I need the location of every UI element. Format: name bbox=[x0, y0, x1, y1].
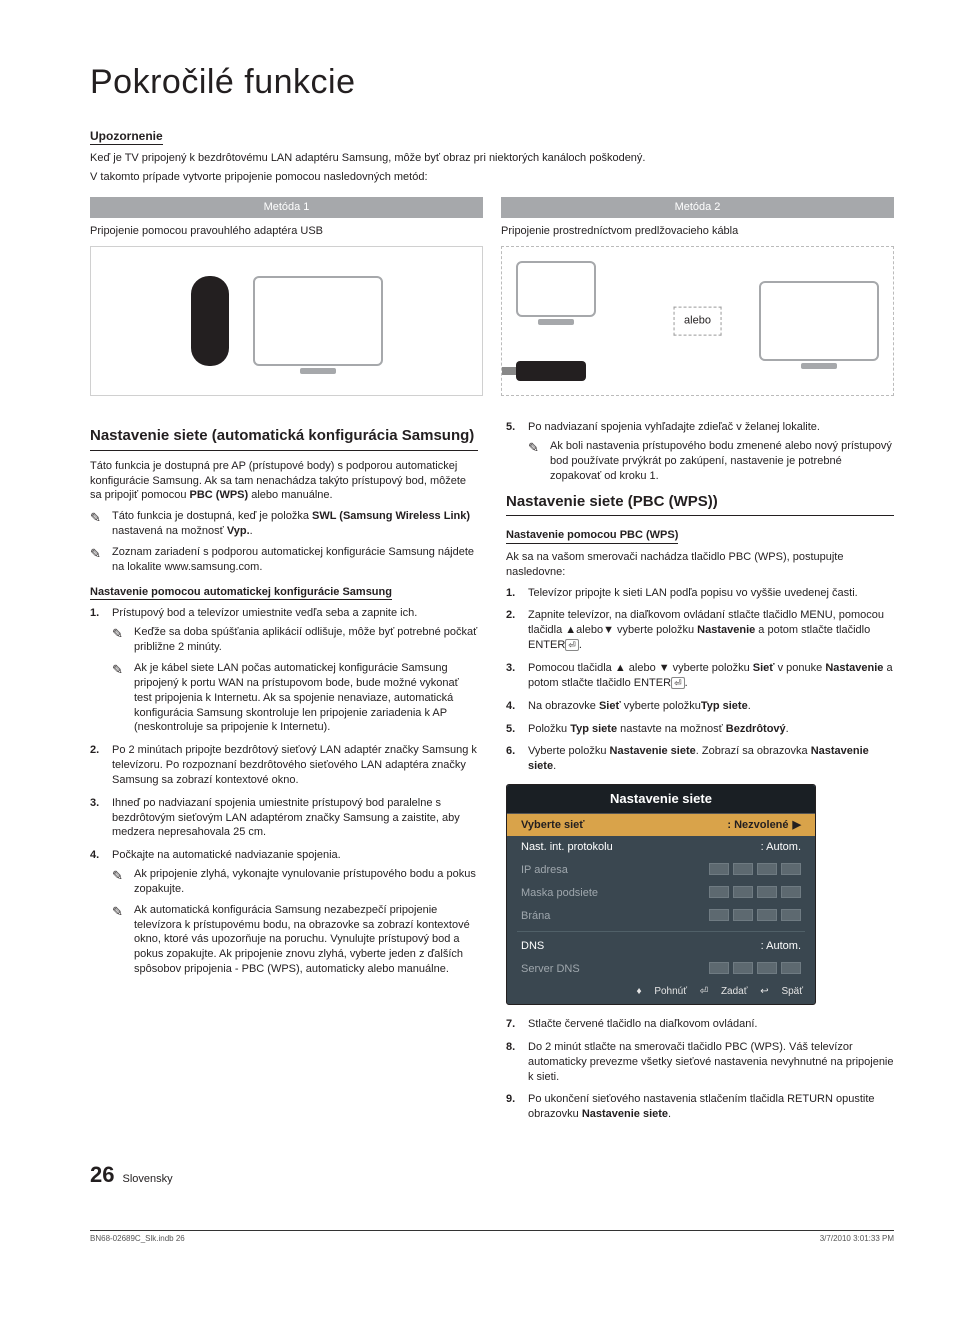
method-1: Metóda 1 Pripojenie pomocou pravouhlého … bbox=[90, 197, 483, 397]
methods-row: Metóda 1 Pripojenie pomocou pravouhlého … bbox=[90, 197, 894, 397]
right-steps-bottom: Stlačte červené tlačidlo na diaľkovom ov… bbox=[506, 1017, 894, 1122]
page-language: Slovensky bbox=[122, 1172, 172, 1187]
page-number: 26 bbox=[90, 1160, 114, 1190]
ip-field bbox=[709, 962, 801, 977]
enter-icon: ⏎ bbox=[565, 639, 579, 651]
ip-field bbox=[709, 886, 801, 901]
left-subheading: Nastavenie pomocou automatickej konfigur… bbox=[90, 585, 392, 601]
note: Zoznam zariadení s podporou automatickej… bbox=[90, 545, 478, 575]
enter-icon: ⏎ bbox=[671, 677, 685, 689]
row-label: Server DNS bbox=[521, 962, 580, 977]
step-3: Ihneď po nadviazaní spojenia umiestnite … bbox=[90, 796, 478, 841]
method-1-sub: Pripojenie pomocou pravouhlého adaptéra … bbox=[90, 224, 483, 239]
page-title: Pokročilé funkcie bbox=[90, 60, 894, 106]
print-timestamp: 3/7/2010 3:01:33 PM bbox=[820, 1234, 894, 1245]
or-label: alebo bbox=[673, 307, 722, 336]
method-2-sub: Pripojenie prostredníctvom predlžovacieh… bbox=[501, 224, 894, 239]
row-value: : Nezvolené bbox=[727, 818, 788, 833]
row-value: : Autom. bbox=[761, 939, 801, 954]
network-settings-panel: Nastavenie siete Vyberte sieť : Nezvolen… bbox=[506, 784, 816, 1005]
print-footer: BN68-02689C_Slk.indb 26 3/7/2010 3:01:33… bbox=[90, 1230, 894, 1245]
panel-row-gateway: Brána bbox=[507, 905, 815, 928]
row-label: Maska podsiete bbox=[521, 886, 598, 901]
adapter-icon bbox=[191, 276, 229, 366]
method-1-diagram bbox=[90, 246, 483, 396]
tv-icon bbox=[253, 276, 383, 366]
pbc-step-4: Na obrazovke Sieť vyberte položkuTyp sie… bbox=[506, 699, 894, 714]
step-1: Prístupový bod a televízor umiestnite ve… bbox=[90, 606, 478, 735]
pbc-step-2: Zapnite televízor, na diaľkovom ovládaní… bbox=[506, 608, 894, 653]
right-section-title: Nastavenie siete (PBC (WPS)) bbox=[506, 492, 894, 516]
pbc-step-5: Položku Typ siete nastavte na možnosť Be… bbox=[506, 722, 894, 737]
note: Ak boli nastavenia prístupového bodu zme… bbox=[528, 439, 894, 484]
print-file: BN68-02689C_Slk.indb 26 bbox=[90, 1234, 185, 1245]
step-2: Po 2 minútach pripojte bezdrôtový sieťov… bbox=[90, 743, 478, 788]
panel-row-protocol[interactable]: Nast. int. protokolu : Autom. bbox=[507, 836, 815, 859]
panel-footer: ♦ Pohnúť ⏎ Zadať ↩ Späť bbox=[507, 981, 815, 999]
usb-dongle-icon bbox=[516, 361, 586, 381]
note: Ak je kábel siete LAN počas automatickej… bbox=[112, 661, 478, 735]
chevron-right-icon: ▶ bbox=[793, 818, 801, 833]
pbc-step-3: Pomocou tlačidla ▲ alebo ▼ vyberte polož… bbox=[506, 661, 894, 691]
note: Ak pripojenie zlyhá, vykonajte vynulovan… bbox=[112, 867, 478, 897]
pbc-step-7: Stlačte červené tlačidlo na diaľkovom ov… bbox=[506, 1017, 894, 1032]
right-intro: Ak sa na vašom smerovači nachádza tlačid… bbox=[506, 550, 894, 580]
notice-block: Upozornenie Keď je TV pripojený k bezdrô… bbox=[90, 128, 894, 185]
ip-field bbox=[709, 863, 801, 878]
row-label: IP adresa bbox=[521, 863, 568, 878]
row-value: : Autom. bbox=[761, 840, 801, 855]
right-subheading: Nastavenie pomocou PBC (WPS) bbox=[506, 528, 678, 544]
panel-divider bbox=[517, 931, 805, 932]
right-steps-top: Po nadviazaní spojenia vyhľadajte zdieľa… bbox=[506, 420, 894, 483]
page-footer: 26 Slovensky bbox=[90, 1160, 894, 1190]
move-hint: ♦ Pohnúť bbox=[636, 986, 687, 997]
panel-row-server-dns: Server DNS bbox=[507, 958, 815, 981]
tv-icon bbox=[516, 261, 596, 317]
pbc-step-6: Vyberte položku Nastavenie siete. Zobraz… bbox=[506, 744, 894, 774]
left-intro: Táto funkcia je dostupná pre AP (prístup… bbox=[90, 459, 478, 504]
panel-row-select-network[interactable]: Vyberte sieť : Nezvolené ▶ bbox=[507, 814, 815, 837]
panel-title: Nastavenie siete bbox=[507, 785, 815, 814]
row-label: Vyberte sieť bbox=[521, 818, 585, 833]
notice-line: V takomto prípade vytvorte pripojenie po… bbox=[90, 170, 894, 185]
note: Ak automatická konfigurácia Samsung neza… bbox=[112, 903, 478, 977]
row-label: Brána bbox=[521, 909, 550, 924]
right-column: Po nadviazaní spojenia vyhľadajte zdieľa… bbox=[506, 420, 894, 1130]
method-2-title: Metóda 2 bbox=[501, 197, 894, 218]
notice-heading: Upozornenie bbox=[90, 128, 163, 145]
ip-field bbox=[709, 909, 801, 924]
row-label: Nast. int. protokolu bbox=[521, 840, 613, 855]
pbc-step-1: Televízor pripojte k sieti LAN podľa pop… bbox=[506, 586, 894, 601]
left-steps: Prístupový bod a televízor umiestnite ve… bbox=[90, 606, 478, 977]
left-column: Nastavenie siete (automatická konfigurác… bbox=[90, 420, 478, 1130]
right-steps: Televízor pripojte k sieti LAN podľa pop… bbox=[506, 586, 894, 774]
step-4: Počkajte na automatické nadviazanie spoj… bbox=[90, 848, 478, 977]
notice-line: Keď je TV pripojený k bezdrôtovému LAN a… bbox=[90, 151, 894, 166]
method-1-title: Metóda 1 bbox=[90, 197, 483, 218]
panel-row-ip: IP adresa bbox=[507, 859, 815, 882]
tv-icon bbox=[759, 281, 879, 361]
note: Táto funkcia je dostupná, keď je položka… bbox=[90, 509, 478, 539]
note: Keďže sa doba spúšťania aplikácií odlišu… bbox=[112, 625, 478, 655]
step-5: Po nadviazaní spojenia vyhľadajte zdieľa… bbox=[506, 420, 894, 483]
enter-hint: ⏎ Zadať bbox=[700, 986, 748, 997]
panel-row-dns[interactable]: DNS : Autom. bbox=[507, 935, 815, 958]
left-section-title: Nastavenie siete (automatická konfigurác… bbox=[90, 426, 478, 450]
pbc-step-9: Po ukončení sieťového nastavenia stlačen… bbox=[506, 1092, 894, 1122]
panel-row-mask: Maska podsiete bbox=[507, 882, 815, 905]
row-label: DNS bbox=[521, 939, 544, 954]
pbc-step-8: Do 2 minút stlačte na smerovači tlačidlo… bbox=[506, 1040, 894, 1085]
method-2: Metóda 2 Pripojenie prostredníctvom pred… bbox=[501, 197, 894, 397]
back-hint: ↩ Späť bbox=[760, 986, 803, 997]
method-2-diagram: alebo bbox=[501, 246, 894, 396]
